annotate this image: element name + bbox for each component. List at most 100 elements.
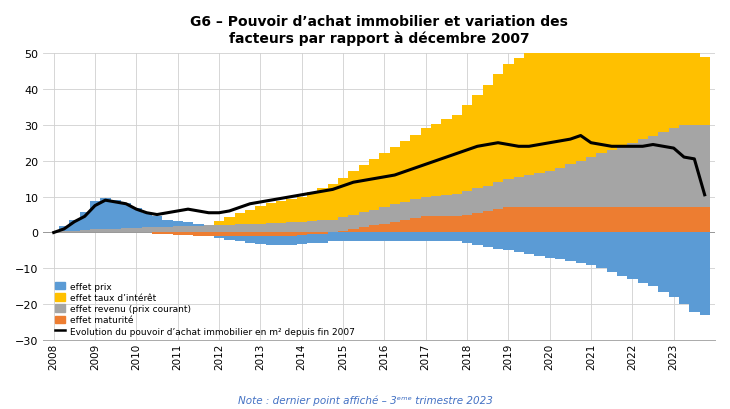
Bar (266, 204, 276, 224)
Bar (204, 233, 214, 236)
Bar (617, 20, 627, 147)
Bar (441, 233, 452, 242)
Bar (358, 213, 369, 227)
Bar (596, 233, 607, 269)
Bar (596, 208, 607, 233)
Bar (627, 233, 637, 279)
Bar (152, 217, 162, 227)
Bar (431, 233, 441, 242)
Bar (100, 229, 110, 233)
Bar (245, 236, 255, 244)
Bar (431, 217, 441, 233)
Bar (555, 169, 565, 208)
Bar (493, 210, 503, 233)
Bar (276, 233, 286, 236)
Bar (348, 172, 358, 215)
Bar (452, 116, 462, 195)
Bar (607, 208, 617, 233)
Bar (699, 57, 710, 126)
Bar (214, 225, 224, 233)
Bar (627, 208, 637, 233)
Bar (317, 221, 328, 233)
Bar (204, 225, 214, 226)
Bar (348, 229, 358, 233)
Bar (379, 207, 390, 224)
Bar (142, 228, 152, 233)
Bar (266, 236, 276, 245)
Bar (545, 208, 555, 233)
Bar (379, 233, 390, 242)
Bar (524, 208, 534, 233)
Bar (493, 233, 503, 249)
Bar (699, 126, 710, 208)
Bar (224, 233, 234, 236)
Bar (452, 233, 462, 242)
Bar (637, 208, 648, 233)
Bar (462, 192, 472, 215)
Bar (462, 106, 472, 192)
Bar (255, 233, 266, 236)
Bar (234, 233, 245, 236)
Bar (637, 233, 648, 283)
Bar (513, 208, 524, 233)
Bar (493, 75, 503, 183)
Bar (452, 195, 462, 217)
Bar (296, 197, 307, 222)
Bar (513, 178, 524, 208)
Bar (420, 233, 431, 242)
Bar (669, 208, 679, 233)
Bar (224, 236, 234, 240)
Bar (224, 225, 234, 233)
Bar (358, 166, 369, 213)
Bar (575, 161, 586, 208)
Bar (420, 197, 431, 217)
Bar (586, 22, 596, 158)
Bar (669, 233, 679, 297)
Bar (152, 227, 162, 233)
Bar (410, 200, 420, 218)
Bar (255, 206, 266, 224)
Bar (266, 224, 276, 233)
Bar (110, 229, 121, 233)
Bar (627, 143, 637, 208)
Bar (679, 208, 689, 233)
Bar (658, 233, 669, 292)
Bar (617, 233, 627, 276)
Bar (214, 222, 224, 225)
Bar (193, 224, 204, 226)
Bar (390, 205, 400, 222)
Bar (679, 25, 689, 126)
Bar (286, 236, 296, 245)
Bar (607, 151, 617, 208)
Bar (193, 226, 204, 233)
Bar (534, 208, 545, 233)
Bar (255, 224, 266, 233)
Bar (400, 202, 410, 220)
Bar (400, 142, 410, 202)
Bar (172, 227, 182, 233)
Bar (245, 233, 255, 236)
Bar (328, 184, 338, 220)
Bar (296, 233, 307, 236)
Bar (420, 217, 431, 233)
Bar (348, 233, 358, 242)
Text: Note : dernier point affiché – 3ᵉᵐᵉ trimestre 2023: Note : dernier point affiché – 3ᵉᵐᵉ trim… (237, 394, 493, 405)
Bar (658, 14, 669, 133)
Bar (234, 214, 245, 225)
Bar (503, 65, 513, 179)
Bar (286, 233, 296, 236)
Bar (699, 208, 710, 233)
Bar (390, 233, 400, 242)
Bar (575, 208, 586, 233)
Bar (513, 59, 524, 178)
Bar (555, 208, 565, 233)
Bar (637, 16, 648, 140)
Bar (410, 135, 420, 200)
Bar (586, 208, 596, 233)
Bar (545, 43, 555, 172)
Bar (648, 136, 658, 208)
Bar (555, 36, 565, 169)
Bar (596, 154, 607, 208)
Bar (358, 233, 369, 242)
Bar (172, 233, 182, 236)
